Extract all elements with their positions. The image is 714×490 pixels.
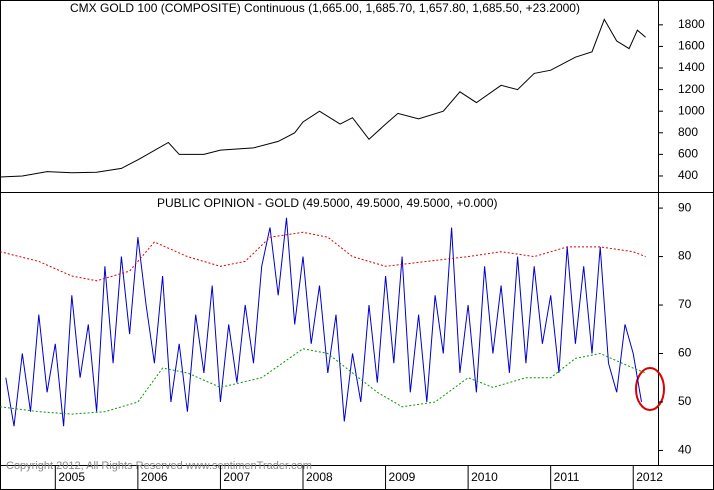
panel-title: CMX GOLD 100 (COMPOSITE) Continuous (1,6… [70, 1, 580, 15]
y-tick-label: 40 [678, 443, 692, 457]
x-tick-label: 2007 [223, 470, 250, 484]
y-tick-label: 600 [678, 147, 698, 161]
y-tick-label: 80 [678, 249, 692, 263]
x-tick-label: 2012 [636, 470, 663, 484]
x-tick-label: 2008 [306, 470, 333, 484]
x-tick-label: 2011 [554, 470, 580, 484]
series-line [0, 18, 646, 178]
panel-title: PUBLIC OPINION - GOLD (49.5000, 49.5000,… [157, 196, 498, 210]
y-tick-label: 1000 [678, 103, 705, 117]
y-tick-label: 1800 [678, 17, 705, 31]
y-tick-label: 1400 [678, 60, 705, 74]
highlight-circle [635, 367, 665, 411]
y-tick-label: 60 [678, 346, 692, 360]
x-tick-label: 2009 [389, 470, 416, 484]
y-tick-label: 90 [678, 200, 692, 214]
copyright: Copyright 2012, All Rights Reserved www.… [6, 460, 312, 472]
series-line [0, 348, 646, 415]
y-tick-label: 400 [678, 168, 698, 182]
x-tick-label: 2005 [58, 470, 85, 484]
series-line [5, 217, 642, 427]
y-tick-label: 800 [678, 125, 698, 139]
y-tick-label: 50 [678, 394, 692, 408]
y-tick-label: 1200 [678, 82, 705, 96]
y-tick-label: 70 [678, 297, 692, 311]
x-tick-label: 2006 [141, 470, 168, 484]
x-tick-label: 2010 [471, 470, 498, 484]
y-tick-label: 1600 [678, 39, 705, 53]
series-line [0, 231, 646, 282]
